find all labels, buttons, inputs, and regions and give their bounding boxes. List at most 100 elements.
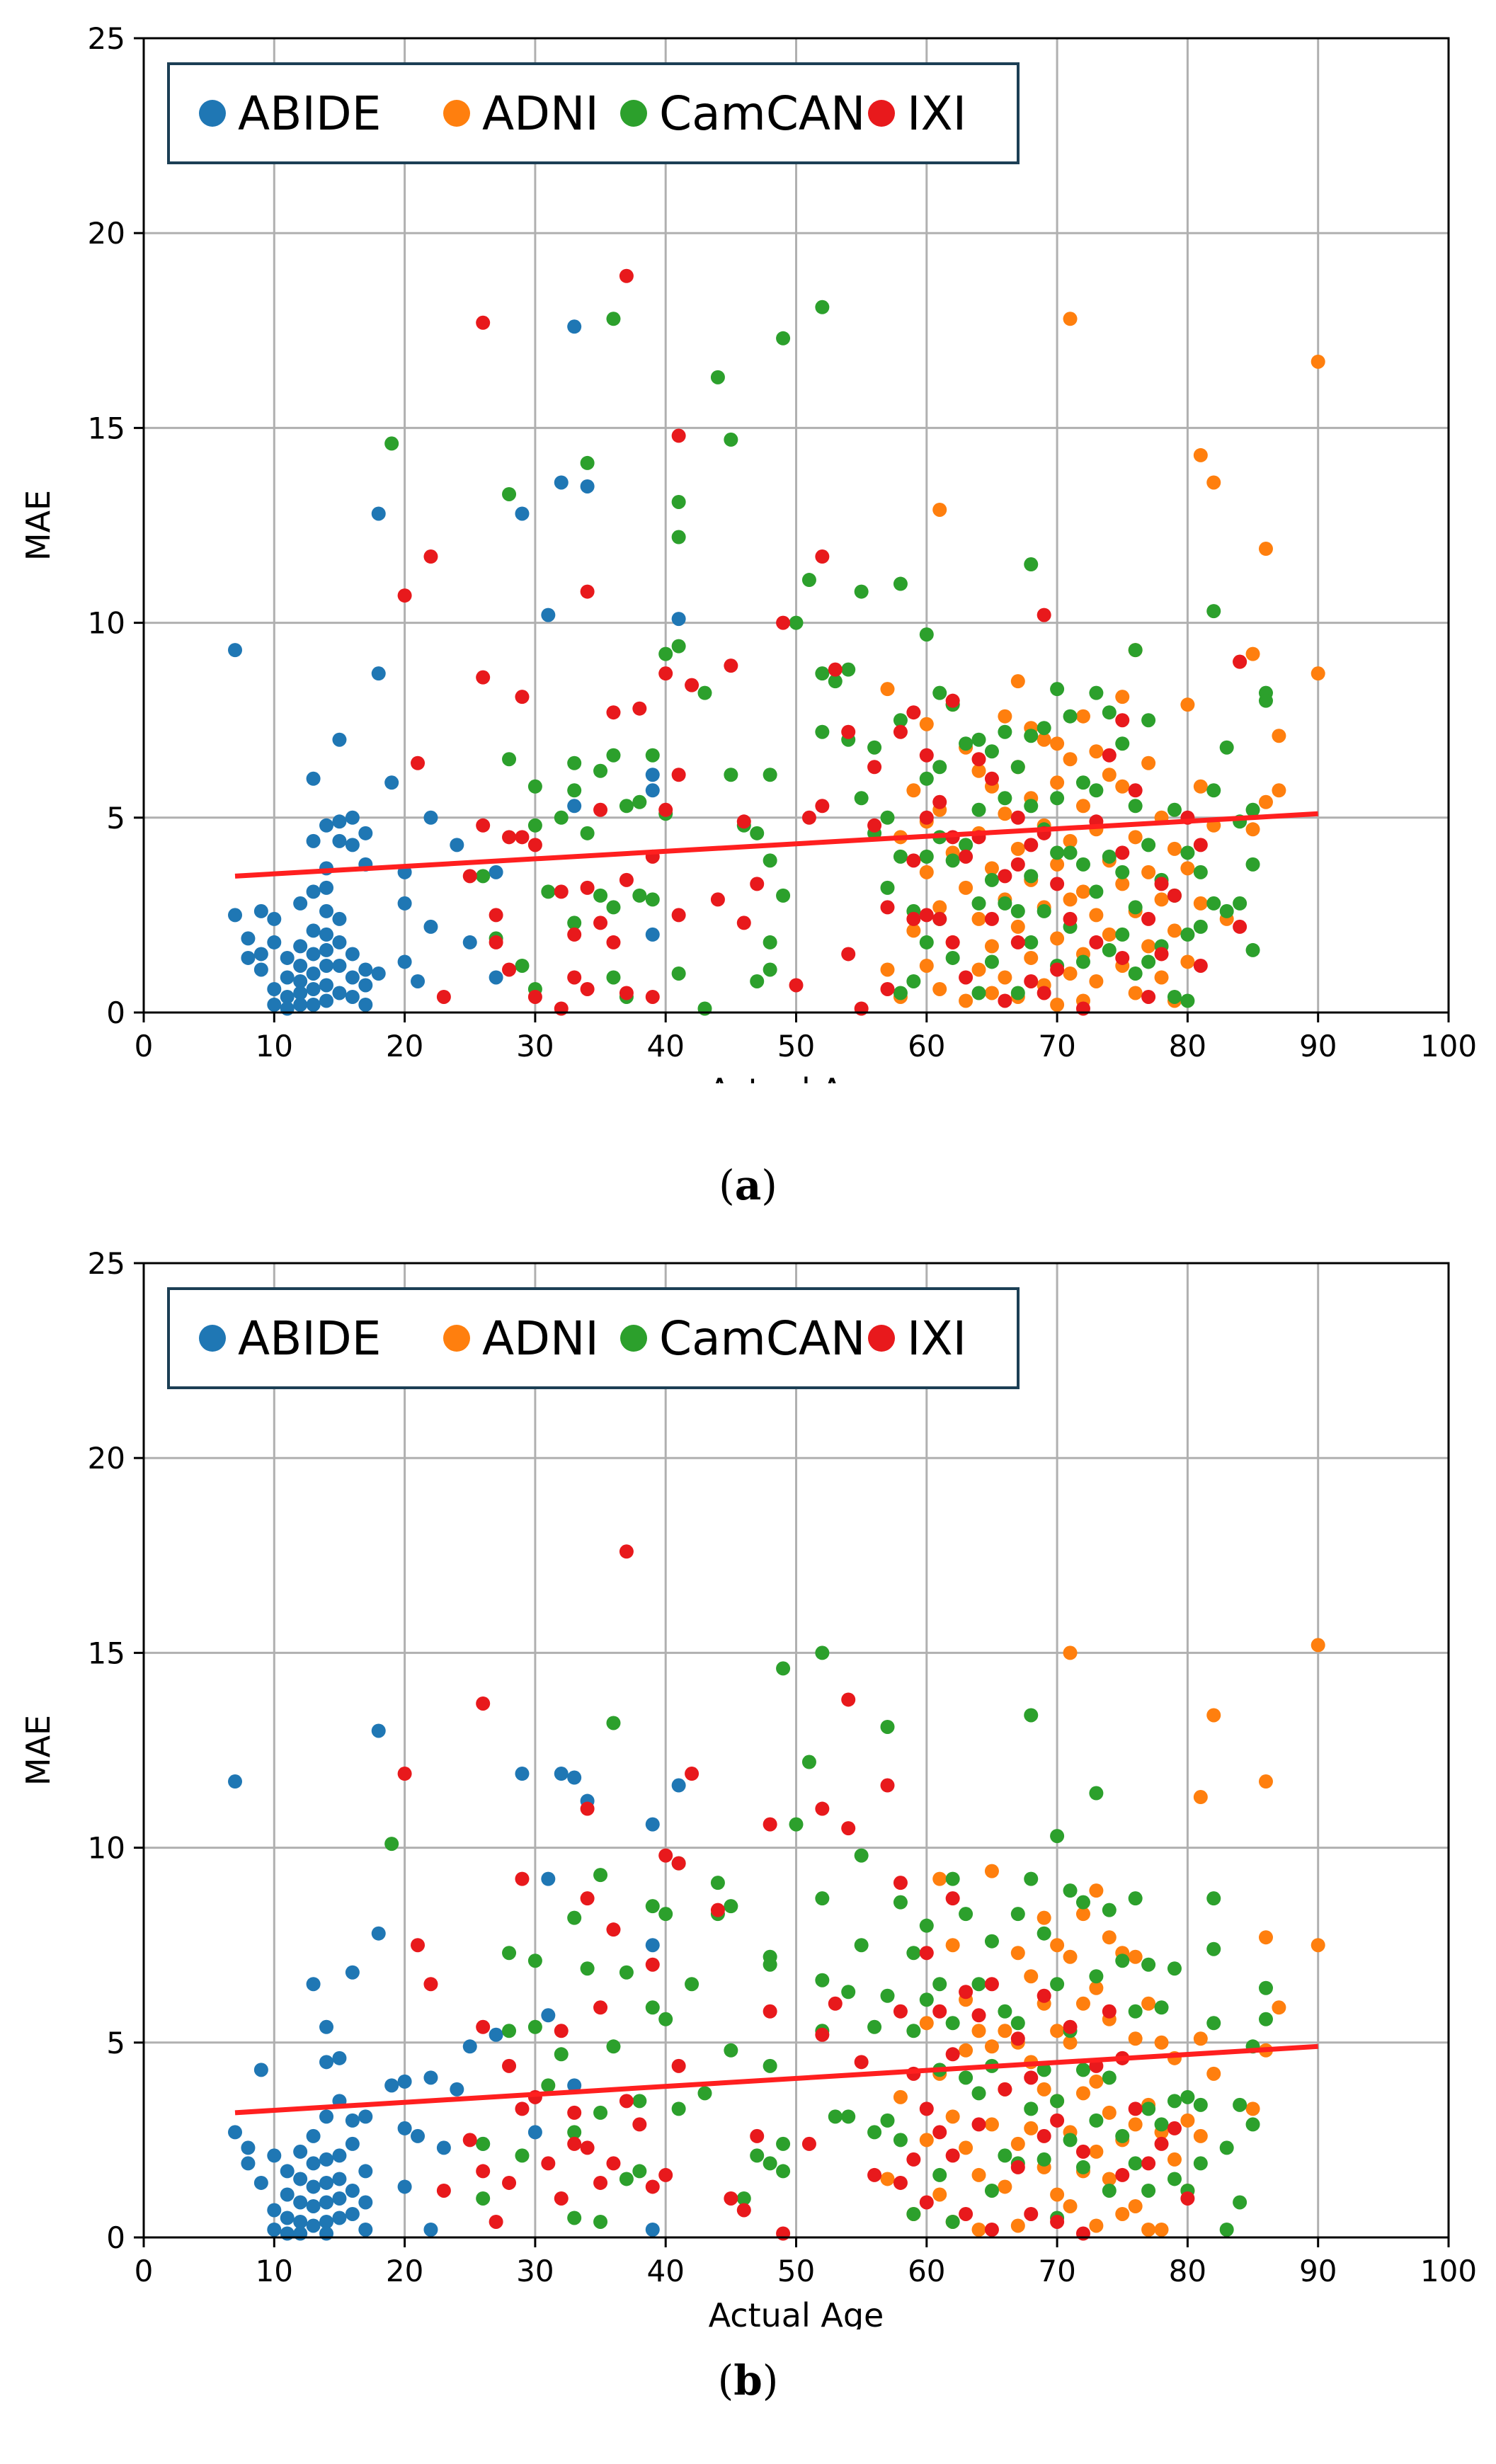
data-point-abide — [293, 2195, 308, 2210]
data-point-camcan — [1037, 721, 1051, 736]
data-point-adni — [1024, 1969, 1039, 1984]
data-point-adni — [959, 993, 973, 1008]
x-tick-label: 60 — [908, 1029, 945, 1063]
legend-label-adni: ADNI — [482, 86, 599, 141]
data-point-camcan — [893, 576, 908, 591]
data-point-camcan — [932, 1977, 947, 1992]
data-point-abide — [280, 970, 295, 985]
data-point-abide — [293, 2172, 308, 2186]
data-point-ixi — [1141, 911, 1156, 926]
data-point-abide — [345, 810, 360, 825]
x-axis-label: Actual Age — [709, 2296, 884, 2329]
data-point-abide — [332, 814, 347, 829]
data-point-ixi — [1075, 2144, 1090, 2159]
data-point-adni — [1050, 2187, 1065, 2202]
data-point-abide — [228, 1774, 243, 1789]
data-point-camcan — [1024, 935, 1039, 949]
data-point-abide — [397, 896, 412, 911]
series-abide — [228, 1723, 686, 2241]
data-point-camcan — [1154, 2000, 1169, 2015]
data-point-camcan — [736, 2191, 751, 2206]
data-point-camcan — [1167, 2172, 1182, 2186]
data-point-adni — [971, 763, 986, 778]
data-point-camcan — [1128, 966, 1143, 981]
data-point-ixi — [476, 818, 491, 833]
data-point-camcan — [1233, 896, 1247, 911]
data-point-ixi — [841, 947, 856, 962]
data-point-abide — [345, 1965, 360, 1980]
data-point-abide — [319, 993, 334, 1008]
data-point-camcan — [515, 2148, 530, 2163]
data-point-abide — [541, 608, 556, 622]
data-point-ixi — [1128, 2101, 1143, 2116]
data-point-adni — [1010, 841, 1025, 856]
data-point-adni — [1128, 986, 1143, 1000]
data-point-abide — [319, 2152, 334, 2167]
data-point-ixi — [1180, 2191, 1195, 2206]
data-point-camcan — [1115, 736, 1130, 751]
data-point-ixi — [476, 670, 491, 685]
data-point-abide — [319, 942, 334, 957]
data-point-abide — [645, 927, 660, 942]
data-point-camcan — [854, 584, 869, 599]
data-point-adni — [1311, 354, 1325, 369]
data-point-ixi — [1010, 810, 1025, 825]
data-point-ixi — [462, 869, 477, 884]
data-point-adni — [1167, 841, 1182, 856]
data-point-camcan — [671, 2101, 686, 2116]
data-point-camcan — [1024, 729, 1039, 743]
y-tick-label: 15 — [88, 411, 125, 445]
data-point-camcan — [1193, 2097, 1208, 2112]
data-point-camcan — [1258, 693, 1273, 708]
data-point-ixi — [567, 2105, 582, 2120]
data-point-ixi — [945, 2148, 960, 2163]
x-tick-label: 90 — [1299, 2254, 1337, 2288]
data-point-abide — [567, 1770, 582, 1785]
data-point-ixi — [984, 2222, 999, 2237]
data-point-adni — [1010, 674, 1025, 689]
data-point-ixi — [515, 690, 530, 705]
data-point-abide — [489, 2027, 503, 2042]
panel-b-label: b — [733, 2356, 763, 2405]
data-point-adni — [971, 2222, 986, 2237]
data-point-camcan — [801, 1755, 816, 1769]
data-point-camcan — [932, 760, 947, 775]
data-point-adni — [1075, 799, 1090, 814]
data-point-adni — [1075, 2086, 1090, 2101]
data-point-abide — [384, 775, 399, 790]
data-point-abide — [253, 2175, 268, 2190]
data-point-camcan — [1141, 2101, 1156, 2116]
data-point-camcan — [1141, 954, 1156, 969]
data-point-camcan — [880, 880, 895, 895]
data-point-abide — [293, 2144, 308, 2159]
data-point-camcan — [645, 2000, 660, 2015]
data-point-ixi — [606, 705, 621, 720]
data-point-ixi — [1233, 919, 1247, 934]
y-tick-label: 10 — [88, 606, 125, 641]
data-point-ixi — [880, 900, 895, 915]
data-point-abide — [319, 2175, 334, 2190]
data-point-abide — [554, 1767, 569, 1781]
data-point-adni — [1128, 2031, 1143, 2046]
data-point-abide — [436, 2140, 451, 2155]
data-point-ixi — [893, 724, 908, 739]
data-point-camcan — [724, 768, 738, 782]
data-point-camcan — [1010, 2016, 1025, 2031]
data-point-camcan — [541, 2078, 556, 2093]
data-point-camcan — [893, 713, 908, 728]
data-point-camcan — [984, 744, 999, 759]
data-point-ixi — [502, 2175, 517, 2190]
data-point-ixi — [685, 1767, 700, 1781]
data-point-adni — [932, 502, 947, 517]
y-tick-label: 15 — [88, 1636, 125, 1670]
data-point-abide — [253, 947, 268, 962]
data-point-camcan — [815, 1891, 830, 1906]
data-point-abide — [345, 2113, 360, 2128]
data-point-camcan — [671, 639, 686, 654]
data-point-adni — [971, 2024, 986, 2038]
data-point-abide — [267, 997, 282, 1012]
x-tick-label: 80 — [1169, 2254, 1206, 2288]
data-point-ixi — [959, 849, 973, 864]
x-tick-label: 40 — [646, 2254, 684, 2288]
data-point-camcan — [971, 802, 986, 817]
